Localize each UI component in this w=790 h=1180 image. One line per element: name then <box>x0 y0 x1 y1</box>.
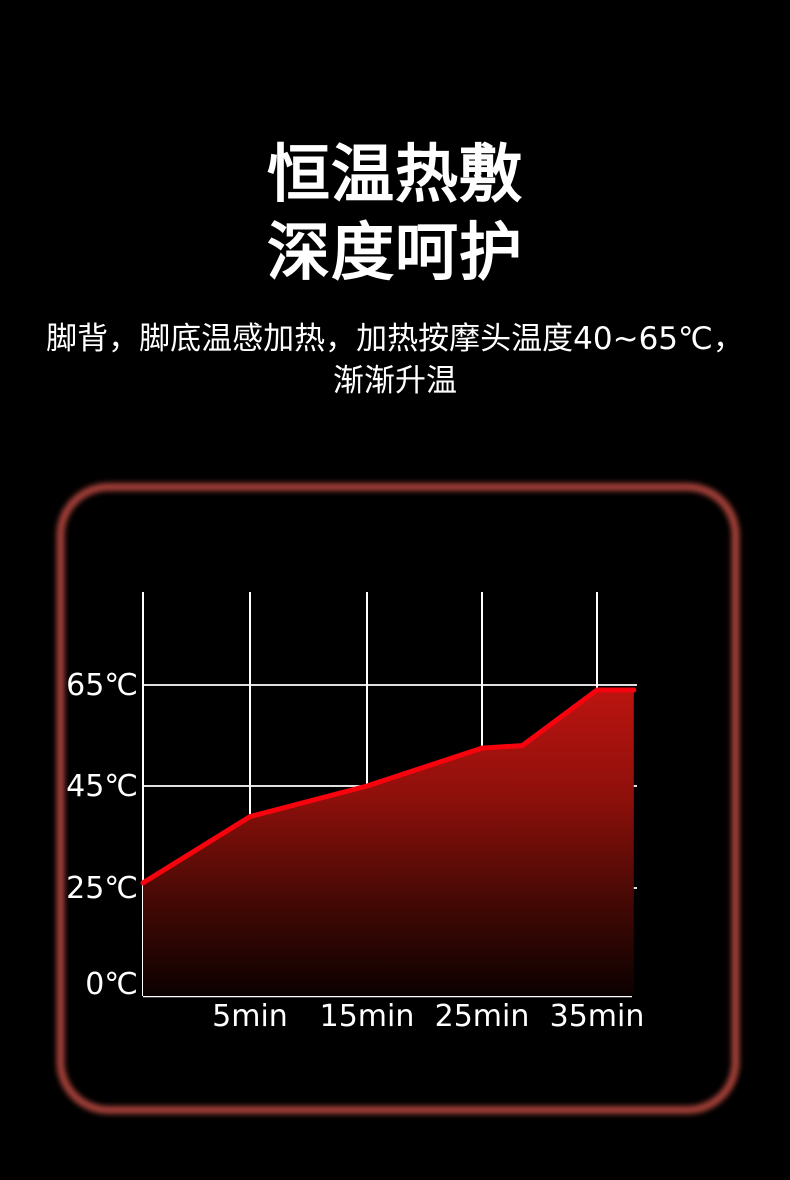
temperature-line <box>140 687 637 886</box>
page-title-line2: 深度呵护 <box>267 216 523 289</box>
y-axis-labels: 0℃ 25℃ 45℃ 65℃ <box>66 668 138 1002</box>
x-tick-label: 5min <box>212 999 288 1034</box>
page-subtitle-line2: 渐渐升温 <box>333 363 457 399</box>
page-title-line1: 恒温热敷 <box>267 138 523 211</box>
y-tick-label: 65℃ <box>66 668 138 703</box>
x-tick-label: 15min <box>320 999 415 1034</box>
x-tick-label: 25min <box>435 999 530 1034</box>
y-tick-label: 45℃ <box>66 769 138 804</box>
area-fill <box>143 690 634 996</box>
page-title: 恒温热敷 深度呵护 <box>0 136 790 292</box>
page-subtitle-line1: 脚背，脚底温感加热，加热按摩头温度40~65℃， <box>46 321 744 357</box>
y-tick-label: 25℃ <box>66 871 138 906</box>
x-tick-label: 35min <box>550 999 645 1034</box>
y-tick-label: 0℃ <box>85 967 138 1002</box>
chart-panel-border <box>56 483 740 1114</box>
page-subtitle: 脚背，脚底温感加热，加热按摩头温度40~65℃， 渐渐升温 <box>0 318 790 402</box>
x-axis-labels: 5min 15min 25min 35min <box>212 999 644 1034</box>
